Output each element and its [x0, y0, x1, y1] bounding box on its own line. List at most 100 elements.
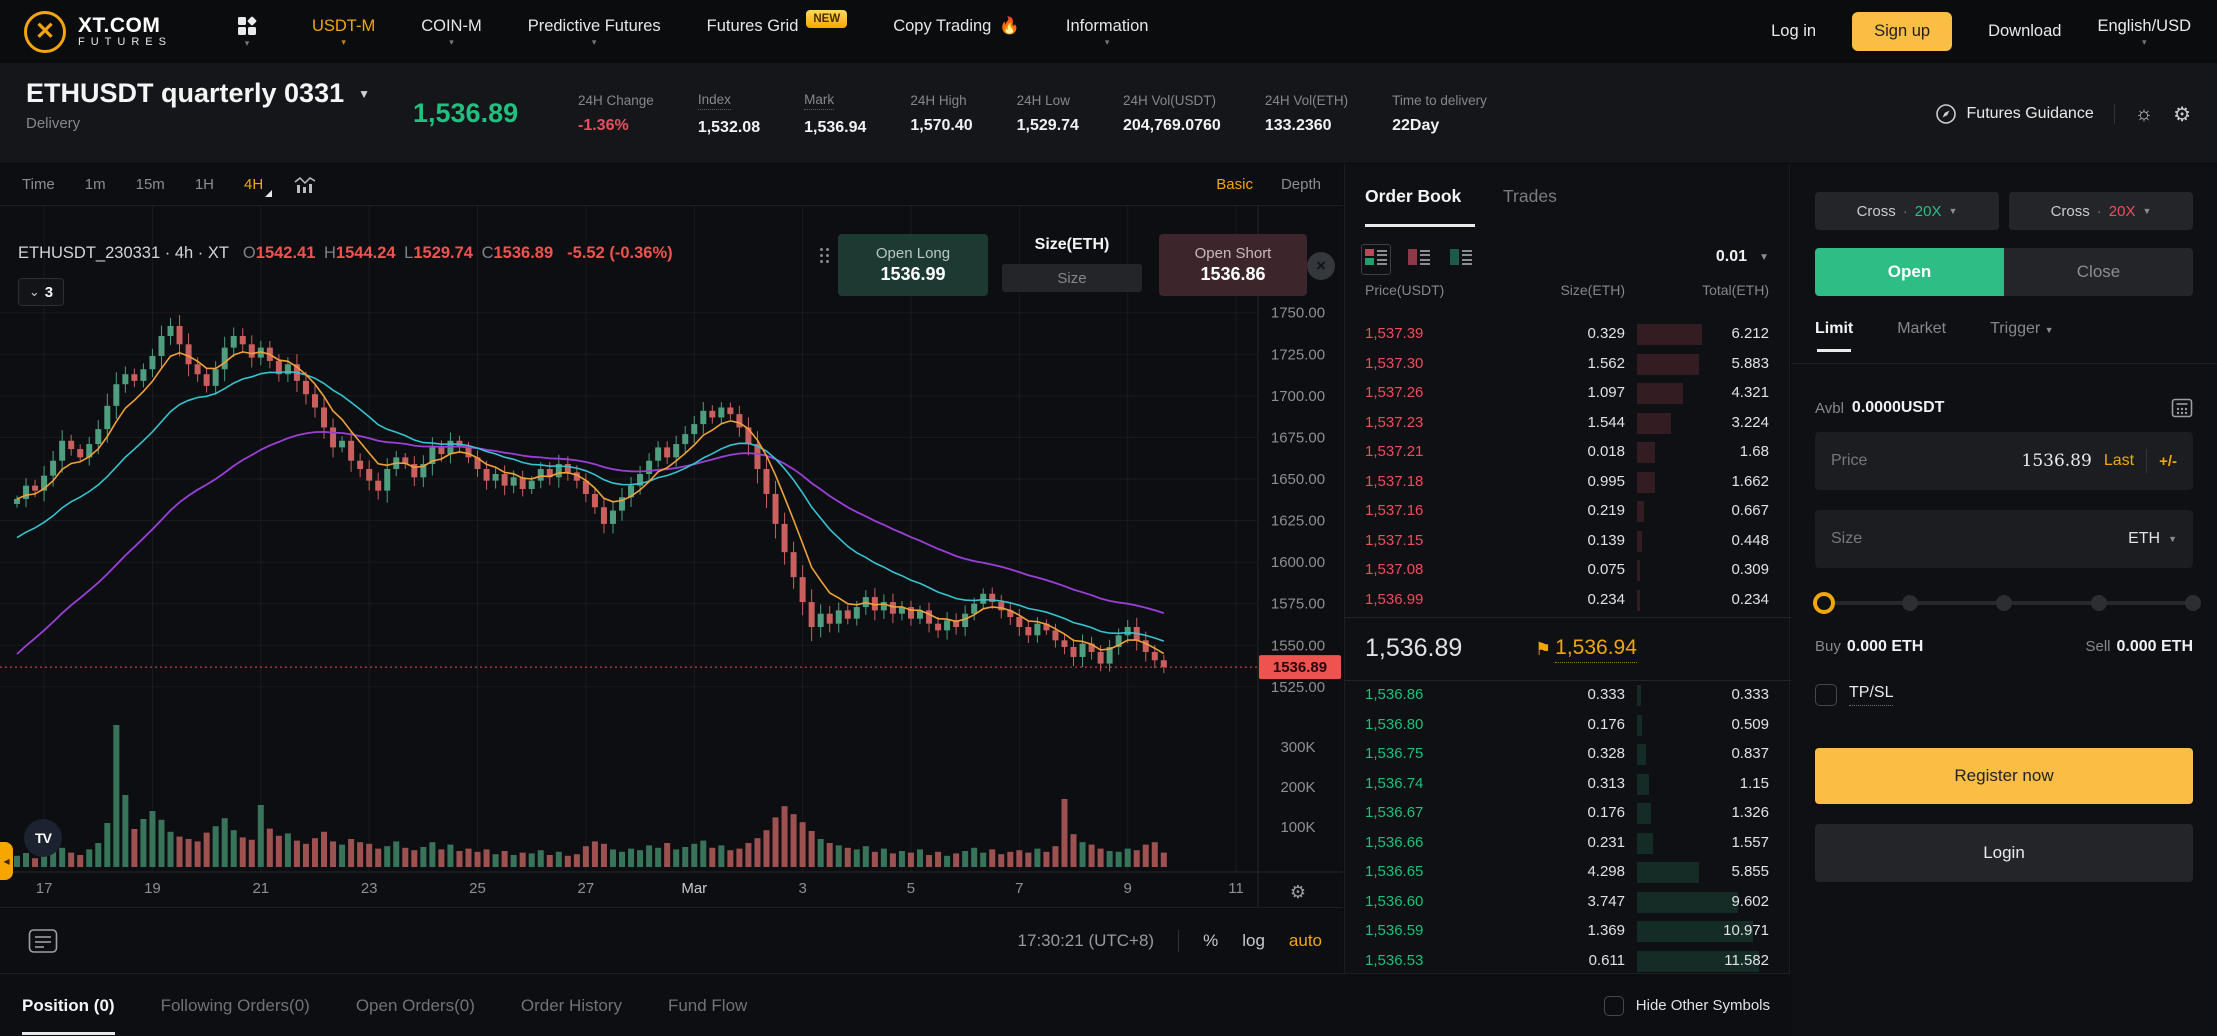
overlay-close-button[interactable]: × [1307, 252, 1335, 280]
slider-knob[interactable] [1813, 592, 1835, 614]
tab-basic[interactable]: Basic [1216, 176, 1253, 193]
tab-open[interactable]: Open [1815, 248, 2004, 296]
size-unit-selector[interactable]: ETH ▼ [2128, 530, 2177, 547]
bottom-tab-position-0[interactable]: Position (0) [22, 995, 115, 1035]
ask-row[interactable]: 1,537.15 0.139 0.448 [1345, 527, 1791, 557]
log-scale-button[interactable]: log [1242, 930, 1265, 950]
ask-row[interactable]: 1,536.99 0.234 0.234 [1345, 586, 1791, 616]
drag-handle-icon[interactable] [820, 248, 829, 263]
open-long-button[interactable]: Open Long 1536.99 [838, 234, 988, 296]
ask-row[interactable]: 1,537.16 0.219 0.667 [1345, 497, 1791, 527]
nav-item-coin-m[interactable]: COIN-M ▾ [421, 17, 482, 47]
timeframe-15m[interactable]: 15m [135, 176, 165, 193]
leverage-long-selector[interactable]: Cross · 20X ▼ [1815, 192, 1999, 230]
auto-scale-button[interactable]: auto [1288, 930, 1322, 950]
nav-item-information[interactable]: Information ▾ [1066, 17, 1149, 47]
percent-scale-button[interactable]: % [1203, 930, 1219, 950]
download-link[interactable]: Download [1988, 22, 2062, 40]
logo[interactable]: ✕ XT.COM FUTURES [24, 10, 172, 53]
slider-dot-25[interactable] [1901, 595, 1918, 611]
bid-row[interactable]: 1,536.59 1.369 10.971 [1345, 917, 1791, 947]
tab-market[interactable]: Market [1897, 320, 1947, 337]
calculator-icon[interactable] [2171, 398, 2193, 418]
timeframe-1h[interactable]: 1H [194, 176, 214, 193]
symbol-selector[interactable]: ETHUSDT quarterly 0331 ▼ Delivery [26, 78, 370, 132]
legend-collapse-button[interactable]: ⌄ 3 [18, 278, 64, 306]
slider-dot-50[interactable] [1996, 595, 2012, 611]
bottom-tab-fund-flow[interactable]: Fund Flow [667, 995, 748, 1015]
timeframe-1m[interactable]: 1m [84, 176, 106, 193]
bid-row[interactable]: 1,536.80 0.176 0.509 [1345, 711, 1791, 741]
price-last-button[interactable]: Last [2103, 452, 2135, 469]
bid-row[interactable]: 1,536.67 0.176 1.326 [1345, 799, 1791, 829]
size-input[interactable]: Size ETH ▼ [1815, 510, 2193, 568]
mark-price[interactable]: ⚑ 1,536.94 [1535, 636, 1637, 663]
layout-both-icon[interactable] [1361, 244, 1391, 275]
theme-toggle-icon[interactable]: ☼ [2134, 102, 2154, 125]
ask-row[interactable]: 1,537.23 1.544 3.224 [1345, 409, 1791, 439]
tab-depth[interactable]: Depth [1280, 176, 1321, 193]
candle-body [239, 335, 246, 345]
bid-row[interactable]: 1,536.86 0.333 0.333 [1345, 681, 1791, 711]
candlestick-chart-canvas[interactable]: 1750.00 1725.00 1700.00 1675.00 1650.00 1625.… [0, 206, 1343, 907]
bottom-tab-order-history[interactable]: Order History [520, 995, 622, 1015]
tab-order-book[interactable]: Order Book [1365, 186, 1462, 206]
ask-row[interactable]: 1,537.30 1.562 5.883 [1345, 350, 1791, 380]
login-link[interactable]: Log in [1771, 22, 1817, 40]
tab-trades[interactable]: Trades [1503, 186, 1557, 206]
bid-row[interactable]: 1,536.66 0.231 1.557 [1345, 829, 1791, 859]
leverage-short-selector[interactable]: Cross · 20X ▼ [2009, 192, 2193, 230]
bid-row[interactable]: 1,536.74 0.313 1.15 [1345, 770, 1791, 800]
chart-status-bar: 17:30:21 (UTC+8) % log auto [0, 907, 1343, 973]
bottom-tab-open-orders-0[interactable]: Open Orders(0) [355, 995, 475, 1015]
layout-bids-icon[interactable] [1447, 245, 1475, 274]
bid-row[interactable]: 1,536.60 3.747 9.602 [1345, 888, 1791, 918]
ask-row[interactable]: 1,537.26 1.097 4.321 [1345, 379, 1791, 409]
ticker-right-controls: Futures Guidance ☼ ⚙ [1935, 64, 2191, 164]
hide-symbols-checkbox[interactable] [1603, 995, 1624, 1016]
apps-menu-button[interactable]: ▾ [236, 15, 258, 48]
tab-close[interactable]: Close [2004, 248, 2193, 296]
locale-selector[interactable]: English/USD ▾ [2097, 17, 2191, 47]
login-button[interactable]: Login [1815, 824, 2193, 882]
object-tree-icon[interactable] [28, 928, 58, 954]
open-short-button[interactable]: Open Short 1536.86 [1159, 234, 1307, 296]
stat-label: 24H High [910, 93, 967, 108]
tab-limit[interactable]: Limit [1815, 320, 1854, 352]
nav-item-copy-trading[interactable]: Copy Trading🔥▾ [893, 17, 1020, 47]
overlay-size-input[interactable]: Size [1002, 264, 1142, 292]
ask-row[interactable]: 1,537.21 0.018 1.68 [1345, 438, 1791, 468]
timeframe-time[interactable]: Time [22, 176, 55, 193]
slider-dot-75[interactable] [2090, 595, 2107, 611]
signup-button[interactable]: Sign up [1852, 12, 1953, 51]
side-panel-handle[interactable]: ◂ [0, 842, 13, 880]
nav-item-usdt-m[interactable]: USDT-M ▾ [312, 17, 375, 47]
ask-row[interactable]: 1,537.39 0.329 6.212 [1345, 320, 1791, 350]
nav-item-predictive-futures[interactable]: Predictive Futures ▾ [528, 17, 661, 47]
layout-asks-icon[interactable] [1405, 245, 1433, 274]
chart-type-icon[interactable] [293, 175, 317, 195]
tpsl-checkbox[interactable] [1815, 684, 1837, 706]
tab-trigger[interactable]: Trigger ▼ [1990, 320, 2054, 337]
bid-row[interactable]: 1,536.75 0.328 0.837 [1345, 740, 1791, 770]
ask-row[interactable]: 1,537.18 0.995 1.662 [1345, 468, 1791, 498]
axis-settings-gear-icon[interactable]: ⚙ [1290, 882, 1306, 902]
bottom-tab-following-orders-0[interactable]: Following Orders(0) [160, 995, 310, 1015]
price-adjust-button[interactable]: +/- [2159, 452, 2177, 470]
tradingview-logo[interactable]: TV [24, 819, 62, 857]
settings-gear-icon[interactable]: ⚙ [2173, 103, 2191, 126]
bid-row[interactable]: 1,536.65 4.298 5.855 [1345, 858, 1791, 888]
price-input[interactable]: Price 1536.89 Last +/- [1815, 432, 2193, 490]
stat-label: 24H Change [578, 93, 654, 108]
futures-guidance-button[interactable]: Futures Guidance [1935, 103, 2094, 125]
register-button[interactable]: Register now [1815, 748, 2193, 804]
timeframe-4h[interactable]: 4H [244, 176, 273, 197]
ask-row[interactable]: 1,537.08 0.075 0.309 [1345, 556, 1791, 586]
precision-selector[interactable]: 0.01 [1715, 248, 1747, 265]
slider-dot-100[interactable] [2185, 595, 2201, 611]
bid-row[interactable]: 1,536.53 0.611 11.582 [1345, 947, 1791, 977]
ob-total: 5.855 [1731, 863, 1769, 880]
buy-value: 0.000 ETH [1846, 638, 1924, 655]
chevron-down-icon[interactable]: ▼ [1759, 252, 1769, 263]
